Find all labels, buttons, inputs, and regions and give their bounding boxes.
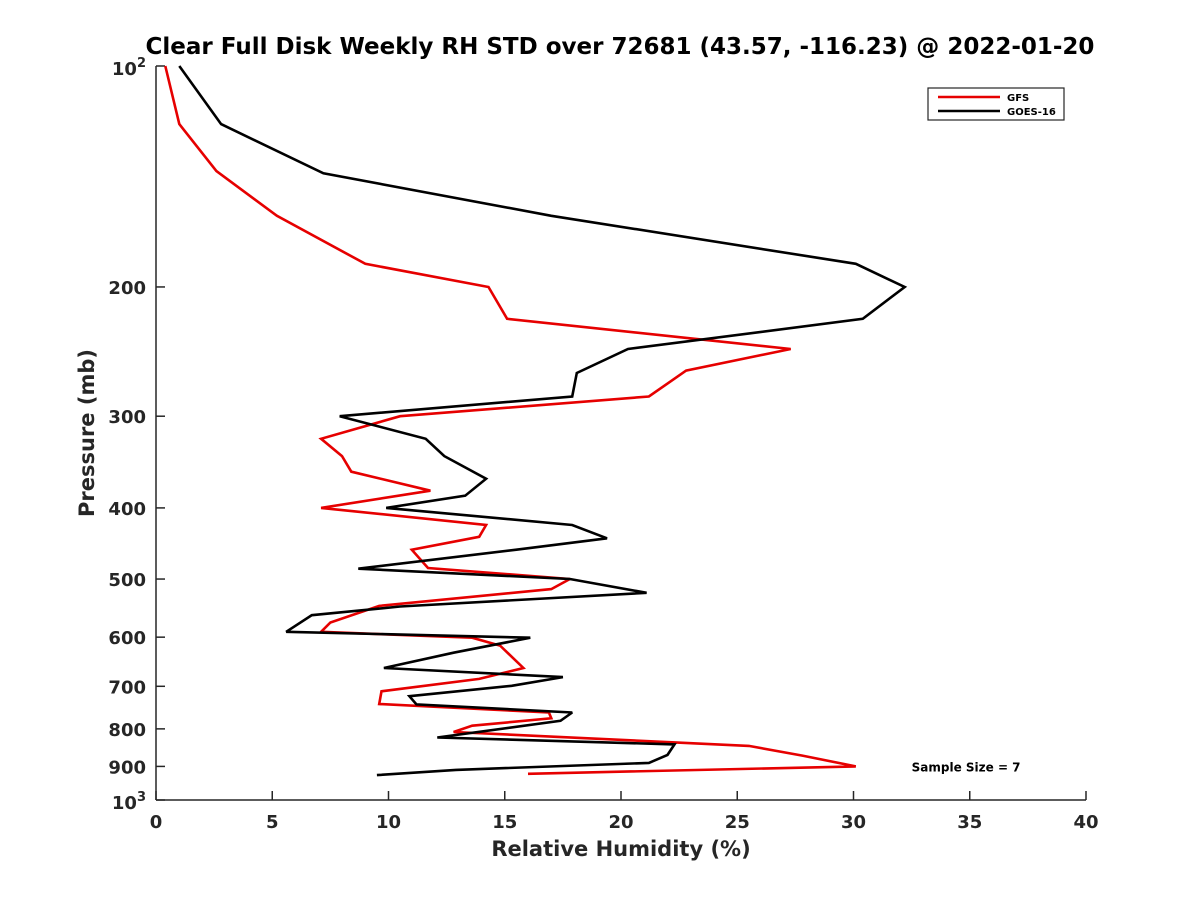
y-tick-label: 200	[108, 278, 146, 299]
x-ticks: 0 5 10 15 20 25 30 35 40	[150, 791, 1099, 833]
series-layer	[164, 65, 908, 777]
legend-label-gfs: GFS	[1007, 93, 1029, 104]
legend-box	[927, 87, 1065, 121]
x-tick-label: 5	[266, 812, 279, 833]
y-axis-label: Pressure (mb)	[75, 349, 99, 517]
annotations: Sample Size = 7	[912, 760, 1021, 774]
series-line-goes-16	[178, 65, 908, 777]
legend-label-goes-16: GOES-16	[1007, 107, 1056, 118]
x-axis-label: Relative Humidity (%)	[491, 837, 750, 861]
y-tick-label: 103	[112, 790, 146, 814]
x-tick-label: 15	[492, 812, 517, 833]
y-tick-label: 700	[108, 677, 146, 698]
x-tick-label: 30	[841, 812, 866, 833]
series-line-gfs	[164, 65, 857, 776]
sample-size-annotation: Sample Size = 7	[912, 760, 1021, 774]
y-tick-label: 600	[108, 628, 146, 649]
x-tick-label: 25	[725, 812, 750, 833]
x-tick-label: 35	[957, 812, 982, 833]
chart-title: Clear Full Disk Weekly RH STD over 72681…	[146, 34, 1095, 60]
y-tick-label: 102	[112, 56, 146, 80]
y-ticks: 102 200 300 400 500 600 700 800 900 103	[108, 56, 165, 814]
x-tick-label: 40	[1073, 812, 1098, 833]
x-tick-label: 10	[376, 812, 401, 833]
y-tick-label: 400	[108, 499, 146, 520]
y-tick-label: 300	[108, 407, 146, 428]
legend: GFS GOES-16	[927, 87, 1065, 121]
y-tick-label: 500	[108, 570, 146, 591]
x-tick-label: 20	[608, 812, 633, 833]
x-tick-label: 0	[150, 812, 163, 833]
y-tick-label: 800	[108, 720, 146, 741]
y-tick-label: 900	[108, 757, 146, 778]
